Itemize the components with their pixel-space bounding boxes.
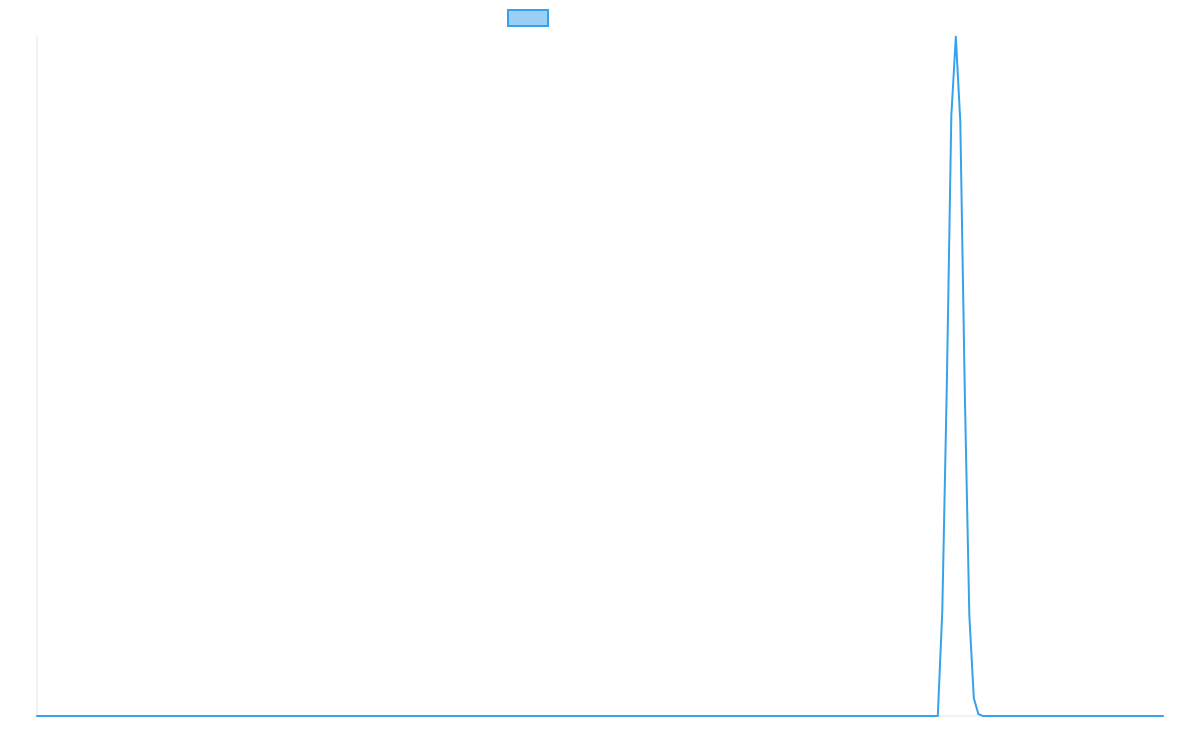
legend-swatch-0[interactable] — [507, 9, 549, 27]
legend[interactable] — [507, 9, 549, 27]
series-line-0 — [36, 35, 1164, 717]
series-layer — [36, 35, 1164, 717]
axes — [36, 36, 1163, 717]
